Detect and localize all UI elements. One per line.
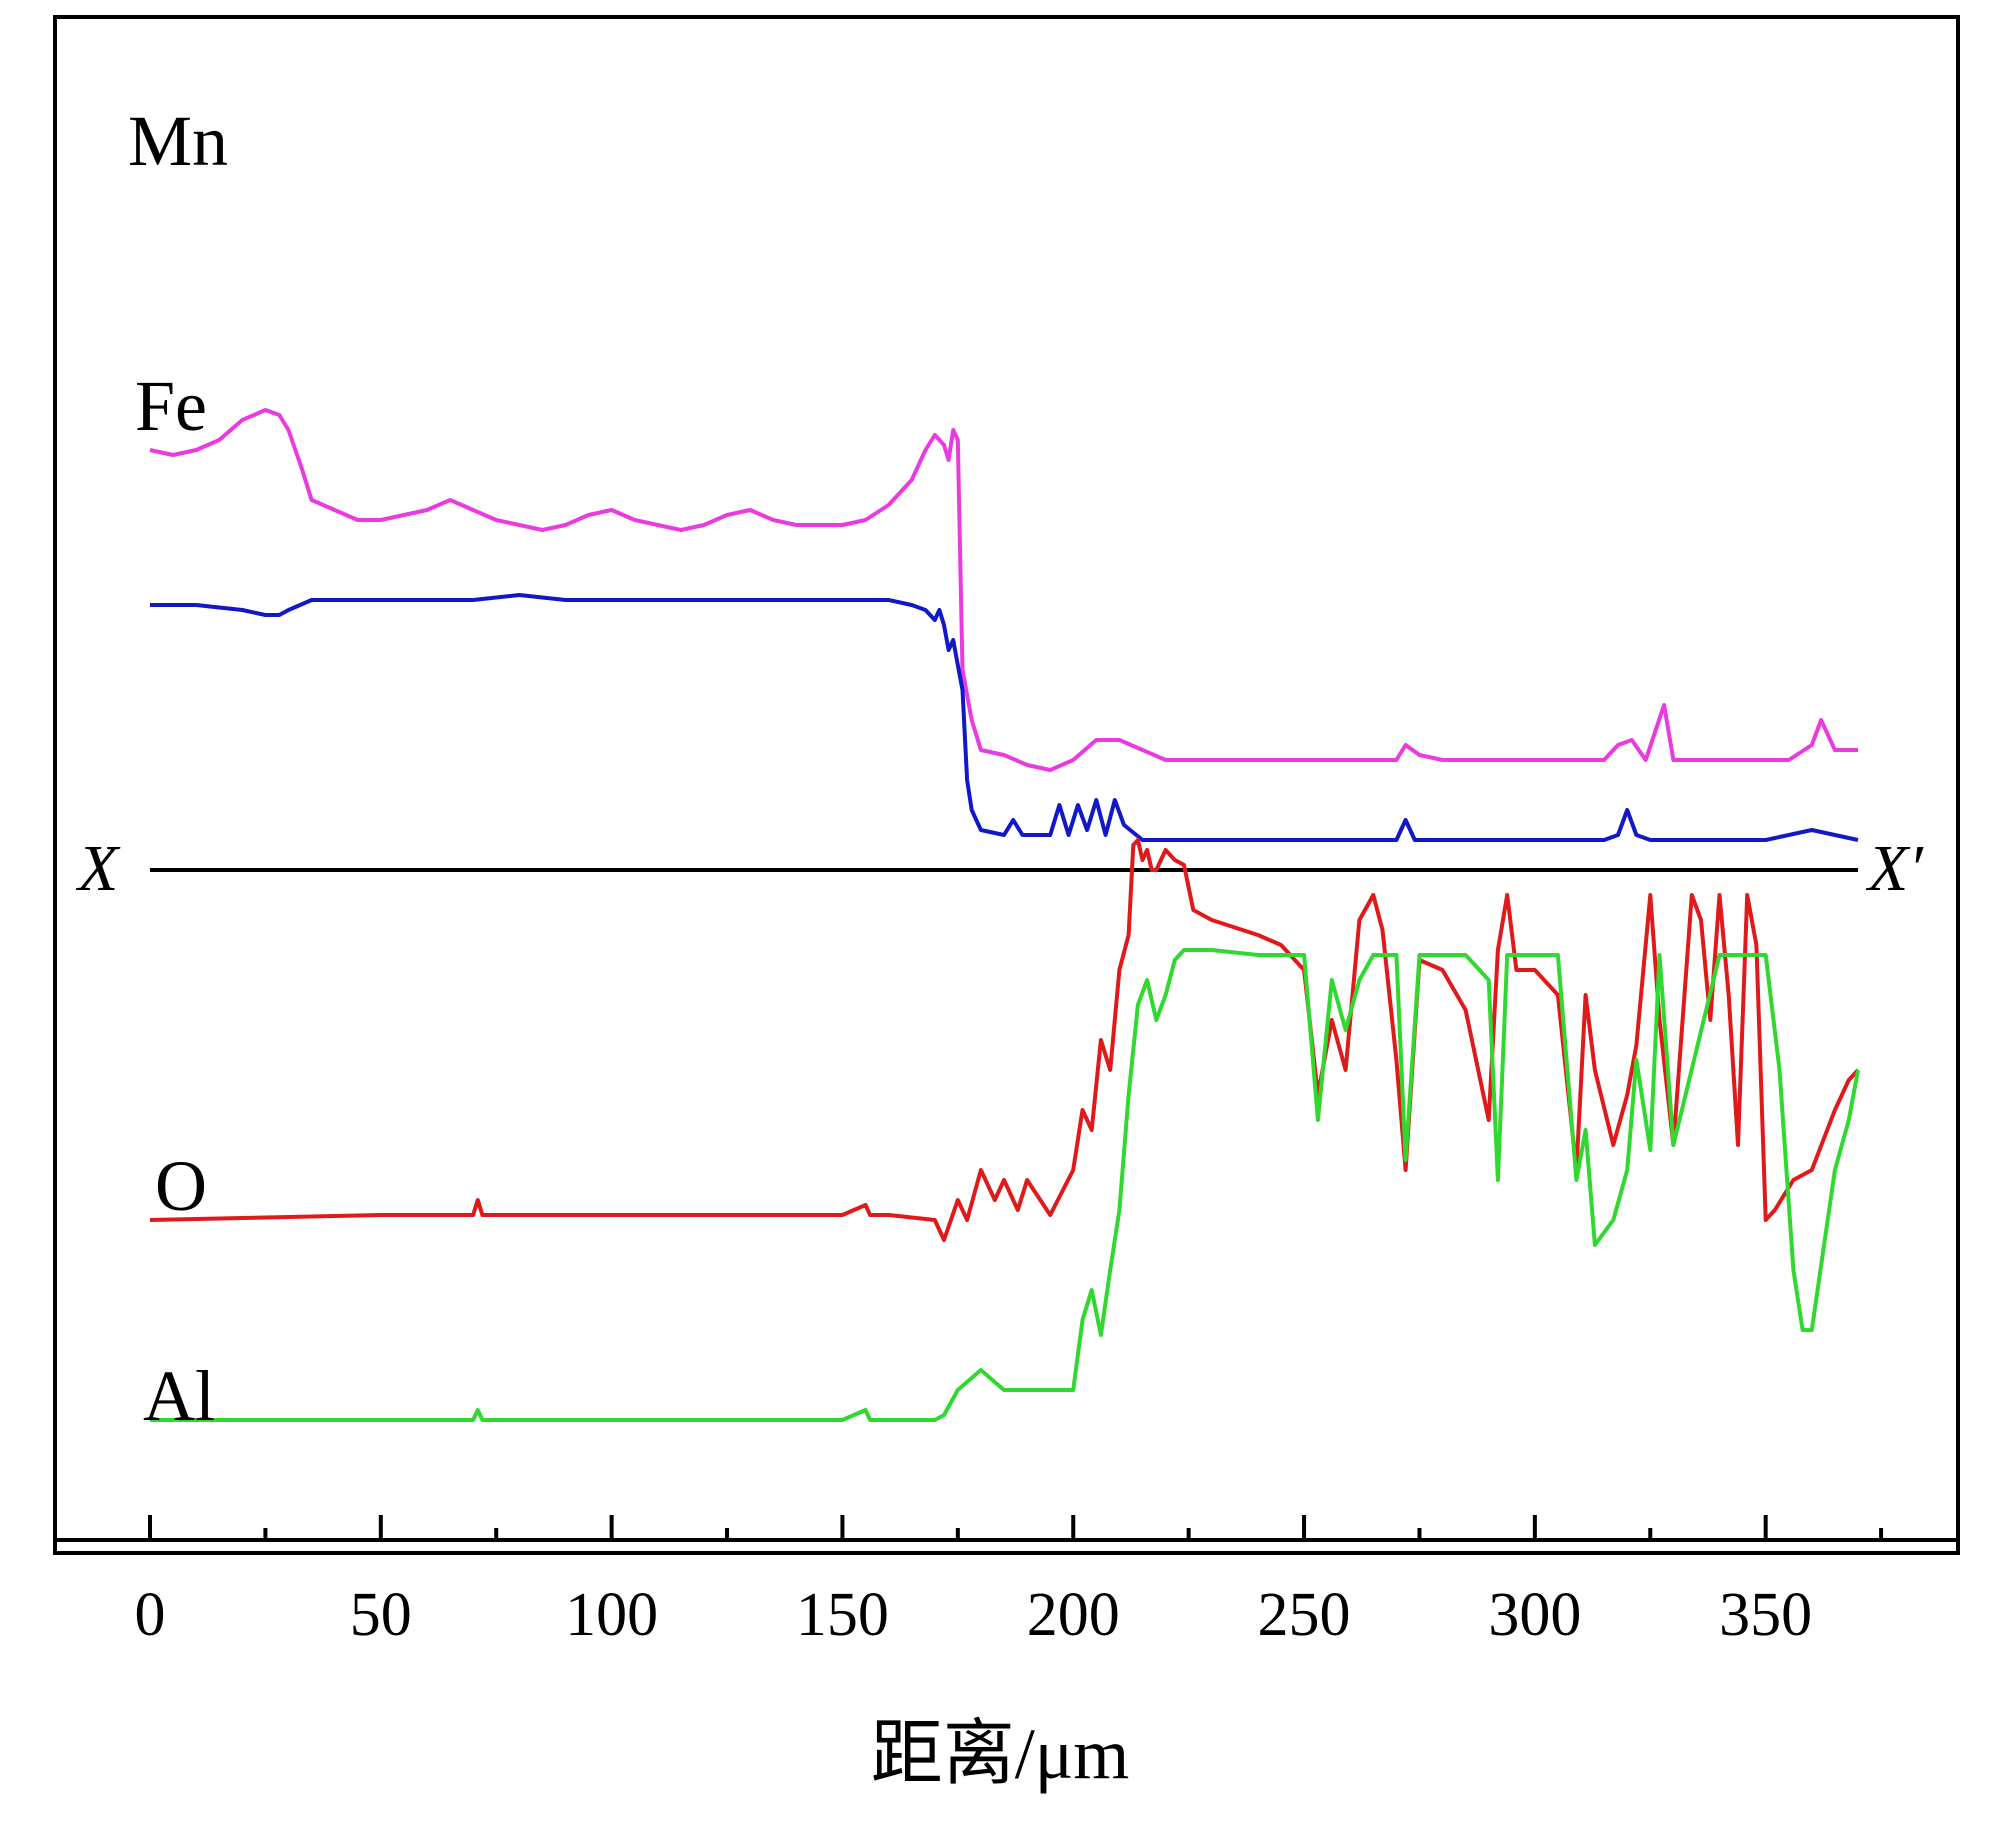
series-line-al: [150, 948, 1860, 1422]
series-name-label-mn: Mn: [128, 101, 228, 181]
x-axis-title: 距离/μm: [871, 1714, 1130, 1794]
x-tick-label: 0: [135, 1581, 166, 1649]
x-tick-label: 300: [1488, 1581, 1581, 1649]
x-axis-ticks: [148, 1515, 1884, 1540]
x-tick-label: 350: [1719, 1581, 1812, 1649]
series-name-label-al: Al: [143, 1356, 215, 1436]
x-tick-label: 150: [796, 1581, 889, 1649]
plot-frame: [53, 15, 1960, 1555]
series-labels: Mn Fe O Al: [128, 101, 228, 1436]
x-tick-label: 250: [1258, 1581, 1351, 1649]
x-tick-label: 50: [350, 1581, 412, 1649]
series-line-fe: [150, 593, 1859, 842]
x-tick-label: 200: [1027, 1581, 1120, 1649]
series-line-o: [149, 838, 1860, 1242]
series-line-mn: [149, 408, 1858, 772]
marker-x-prime-label: X′: [1865, 832, 1924, 905]
series-lines: [149, 408, 1860, 1422]
series-name-label-o: O: [155, 1146, 207, 1226]
x-tick-label: 100: [565, 1581, 658, 1649]
series-name-label-fe: Fe: [135, 366, 207, 446]
x-axis-tick-labels: 0 50 100 150 200 250 300 350: [135, 1581, 1813, 1649]
marker-x-label: X: [75, 832, 121, 905]
